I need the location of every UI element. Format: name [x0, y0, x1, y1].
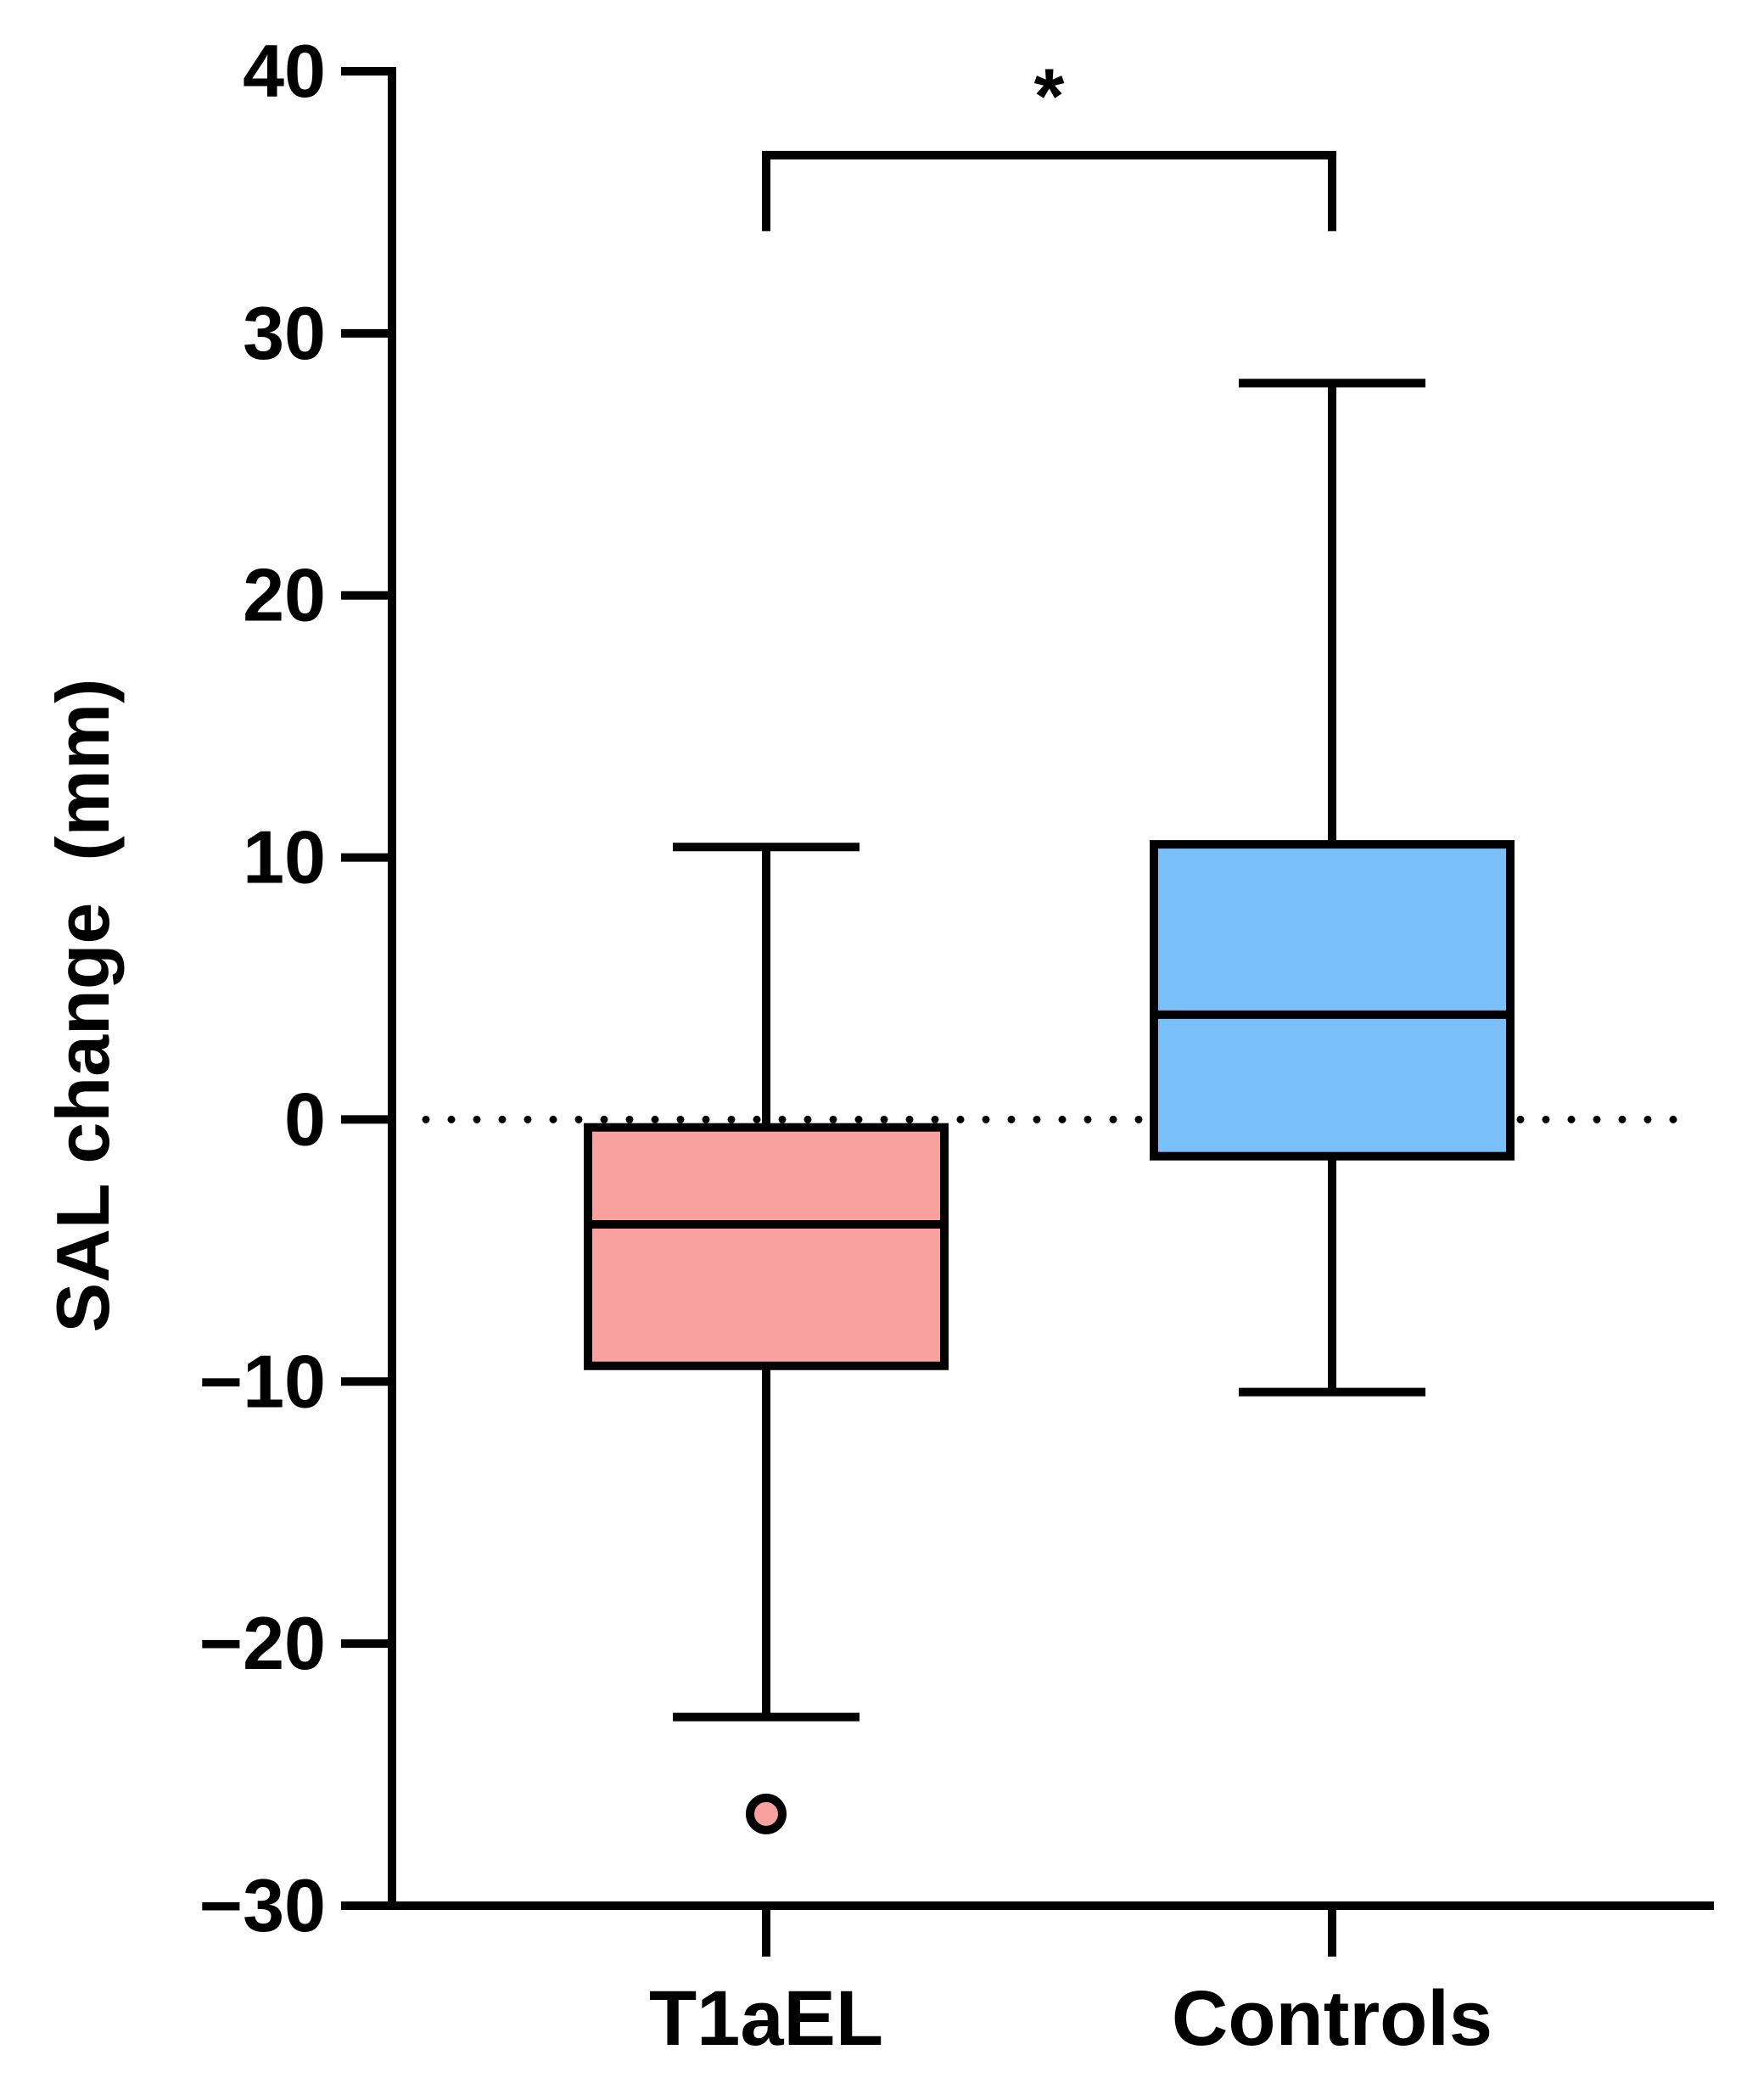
axes-layer: 40 30 20 10 0 −10 −20 −30 T1aEL Controls [199, 29, 1714, 2062]
y-tick-label: 40 [243, 29, 326, 113]
y-tick-label: −10 [199, 1339, 326, 1423]
x-tick-label: T1aEL [649, 1975, 883, 2062]
boxes-layer [584, 378, 1515, 1834]
y-tick-label: 20 [243, 553, 326, 637]
box-iqr [1150, 840, 1515, 1161]
significance-bracket [762, 150, 1336, 232]
y-axis-label: SAL change (mm) [41, 679, 125, 1333]
box-group-controls [1150, 378, 1515, 1397]
box-group-t1ael [584, 843, 949, 1834]
significance-layer: * [762, 53, 1336, 232]
y-tick-label: 30 [243, 291, 326, 375]
box-iqr [584, 1123, 949, 1370]
y-tick-label: −20 [199, 1601, 326, 1685]
y-tick-label: 0 [284, 1077, 326, 1161]
outlier-point [746, 1793, 787, 1834]
y-tick-label: −30 [199, 1863, 326, 1947]
y-tick-label: 10 [243, 815, 326, 899]
significance-label: * [1034, 53, 1065, 140]
x-tick-label: Controls [1172, 1975, 1492, 2062]
